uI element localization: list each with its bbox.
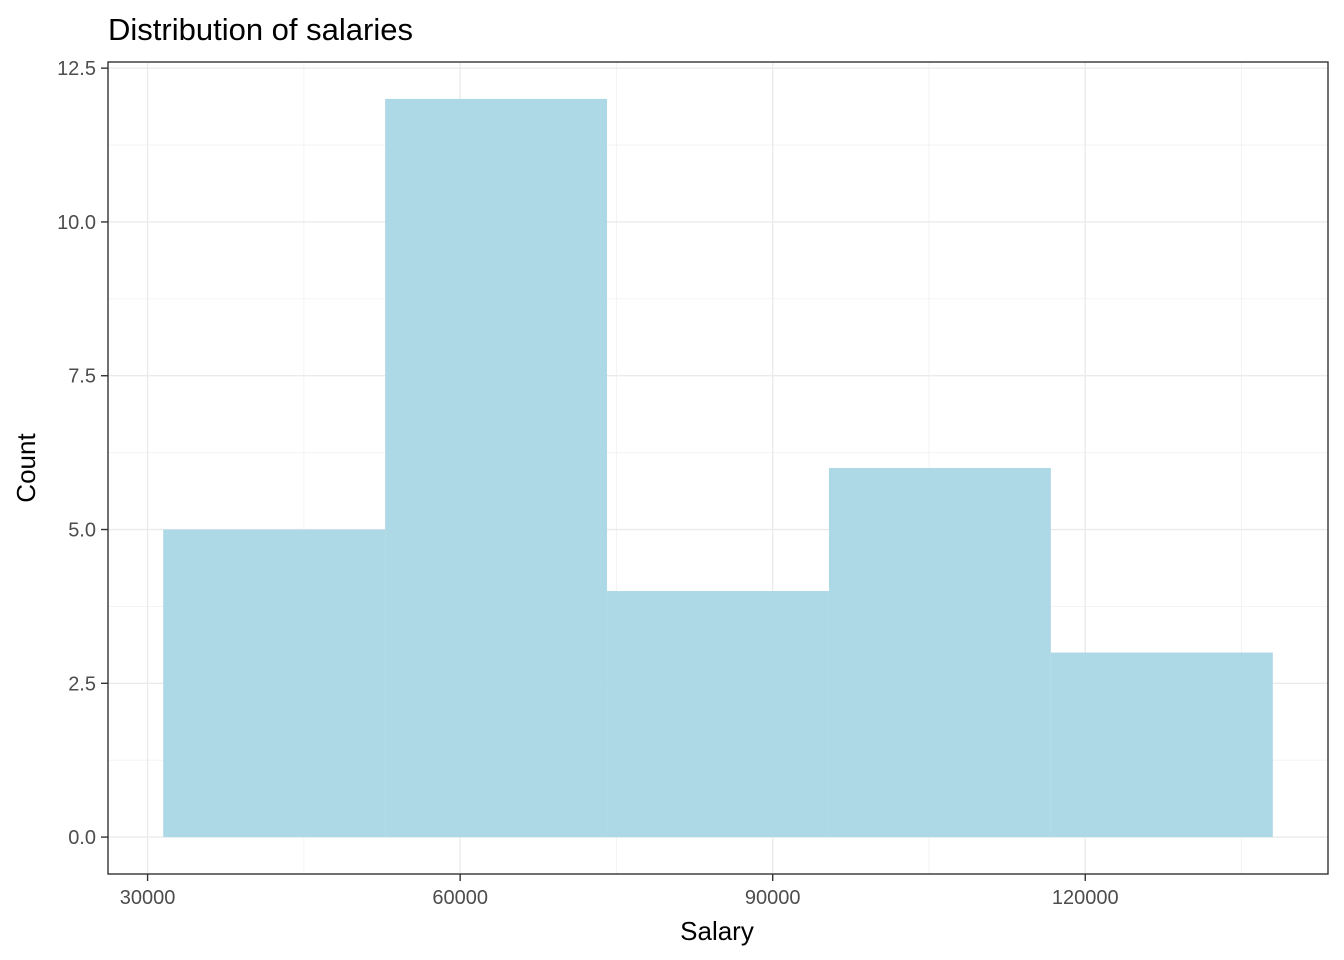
histogram-bar-3 [607,591,829,838]
panel-border [107,61,1329,875]
histogram-bar-4 [828,468,1051,838]
y-tick-label: 10.0 [57,212,96,234]
y-axis-title: Count [11,433,41,503]
y-tick-label: 2.5 [68,673,96,695]
x-tick-label: 90000 [745,887,801,909]
y-axis-ticks: 0.0 2.5 5.0 7.5 10.0 12.5 [57,58,108,849]
x-tick-label: 30000 [120,887,176,909]
x-axis-title: Salary [680,916,754,946]
x-tick-label: 60000 [432,887,488,909]
histogram-bar-2 [385,98,608,838]
chart-title: Distribution of salaries [108,12,413,47]
histogram-bar-5 [1050,652,1273,838]
x-tick-label: 120000 [1052,887,1119,909]
y-tick-label: 7.5 [68,366,96,388]
y-tick-label: 5.0 [68,520,96,542]
histogram-bars [163,98,1273,838]
x-axis-ticks: 30000 60000 90000 120000 [120,874,1119,909]
y-tick-label: 0.0 [68,827,96,849]
histogram-bar-1 [163,529,386,838]
y-tick-label: 12.5 [57,58,96,80]
